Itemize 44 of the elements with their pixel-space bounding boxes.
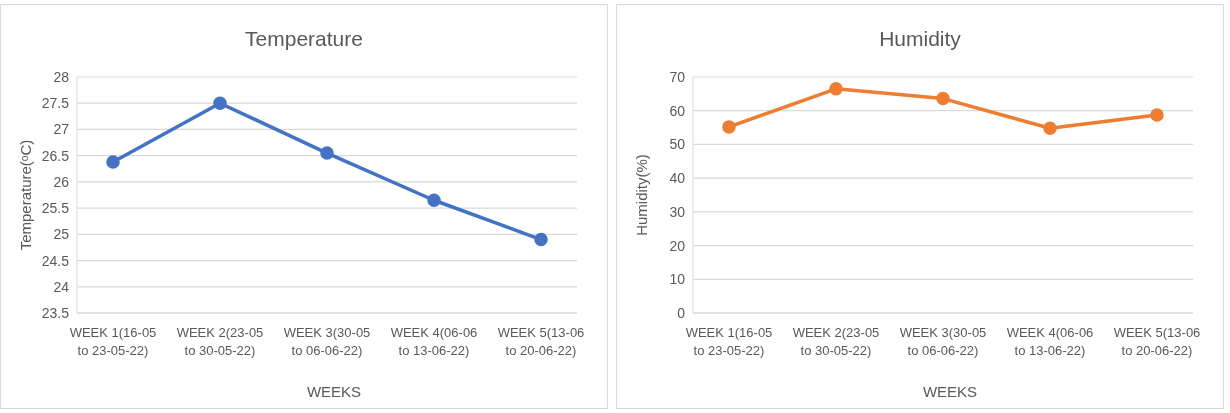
point bbox=[1150, 108, 1164, 122]
y-tick-label: 27.5 bbox=[41, 95, 70, 112]
point bbox=[1043, 121, 1057, 135]
y-tick-label: 23.5 bbox=[41, 304, 70, 321]
chart-title: Humidity bbox=[878, 27, 962, 51]
y-tick-label: 50 bbox=[669, 136, 686, 153]
y-axis-title: Humidity(%) bbox=[633, 154, 651, 236]
y-tick-label: 60 bbox=[669, 102, 686, 119]
point bbox=[829, 82, 843, 96]
y-tick-label: 28 bbox=[53, 68, 70, 85]
point bbox=[106, 155, 120, 169]
point bbox=[722, 120, 736, 134]
x-axis-title: WEEKS bbox=[305, 383, 363, 400]
point bbox=[320, 146, 334, 160]
x-tick-label: WEEK 3(30-05 to 06-06-22) bbox=[283, 325, 371, 358]
x-tick-label: WEEK 4(06-06 to 13-06-22) bbox=[1006, 325, 1094, 358]
x-tick-label: WEEK 4(06-06 to 13-06-22) bbox=[390, 325, 478, 358]
x-tick-label: WEEK 1(16-05 to 23-05-22) bbox=[69, 325, 157, 358]
y-tick-label: 25 bbox=[53, 226, 70, 243]
x-tick-label: WEEK 5(13-06 to 20-06-22) bbox=[1113, 325, 1201, 358]
x-tick-label: WEEK 3(30-05 to 06-06-22) bbox=[899, 325, 987, 358]
y-tick-label: 0 bbox=[677, 304, 686, 321]
y-tick-label: 30 bbox=[669, 203, 686, 220]
chart-title: Temperature bbox=[244, 27, 364, 51]
point bbox=[534, 232, 548, 247]
y-tick-label: 10 bbox=[669, 271, 686, 288]
x-tick-label: WEEK 2(23-05 to 30-05-22) bbox=[792, 325, 880, 358]
y-tick-label: 26 bbox=[53, 173, 70, 190]
y-tick-label: 26.5 bbox=[41, 147, 70, 164]
x-tick-label: WEEK 5(13-06 to 20-06-22) bbox=[497, 325, 585, 358]
y-tick-label: 24 bbox=[53, 278, 70, 295]
y-tick-label: 24.5 bbox=[41, 252, 70, 269]
x-tick-label: WEEK 1(16-05 to 23-05-22) bbox=[685, 325, 773, 358]
y-tick-label: 70 bbox=[669, 68, 686, 85]
x-axis-title: WEEKS bbox=[921, 383, 979, 400]
point bbox=[936, 91, 950, 106]
y-tick-label: 20 bbox=[669, 237, 686, 254]
y-tick-label: 27 bbox=[53, 121, 70, 138]
point bbox=[213, 96, 227, 110]
y-tick-label: 40 bbox=[669, 170, 686, 187]
point bbox=[427, 193, 441, 207]
y-tick-label: 25.5 bbox=[41, 200, 70, 217]
y-axis-title: Temperature(ᵒC) bbox=[17, 139, 35, 251]
x-tick-label: WEEK 2(23-05 to 30-05-22) bbox=[176, 325, 264, 358]
